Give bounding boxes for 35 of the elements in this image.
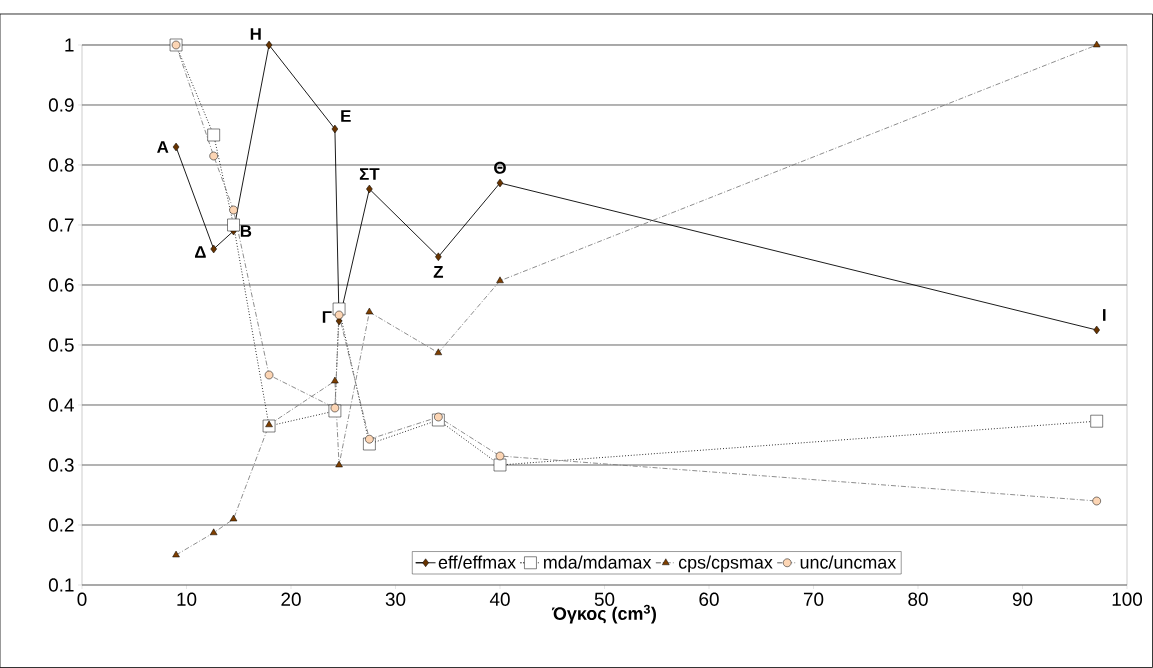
legend-label: eff/effmax [438, 555, 516, 569]
annotation: Θ [494, 161, 506, 174]
y-tick-label: 0.8 [48, 158, 74, 172]
y-tick-label: 0.1 [48, 578, 74, 592]
y-tick-label: 0.6 [48, 278, 74, 292]
x-tick-label: 20 [281, 592, 301, 606]
annotation: Γ [322, 311, 332, 323]
annotation: Η [250, 28, 261, 40]
y-tick-label: 0.7 [48, 218, 74, 232]
annotation: Δ [194, 246, 206, 258]
annotation: Ζ [433, 265, 444, 278]
x-tick-label: 70 [803, 592, 824, 606]
y-tick-label: 1 [65, 38, 74, 52]
x-tick-label: 80 [908, 592, 928, 606]
x-tick-label: 0 [77, 592, 87, 606]
y-tick-label: 0.2 [48, 518, 74, 532]
x-tick-label: 90 [1012, 592, 1033, 606]
legend-label: cps/cpsmax [678, 555, 773, 573]
x-tick-label: 30 [385, 592, 406, 606]
annotation: Α [157, 141, 169, 153]
x-tick-label: 60 [699, 592, 719, 606]
y-tick-label: 0.3 [48, 458, 74, 472]
y-tick-label: 0.9 [48, 98, 74, 112]
x-tick-label: 50 [594, 592, 615, 606]
x-tick-label: 40 [489, 592, 510, 606]
legend-label: unc/uncmax [800, 555, 897, 569]
annotation: ΣΤ [359, 168, 380, 180]
y-tick-label: 0.4 [48, 398, 74, 412]
annotation: Ε [341, 110, 351, 122]
x-tick-label: 10 [177, 592, 197, 606]
x-tick-label: 100 [1112, 592, 1143, 606]
annotation: Ι [1103, 309, 1106, 321]
annotation: Β [240, 225, 252, 237]
legend-label: mda/mdamax [543, 555, 652, 569]
y-tick-label: 0.5 [48, 338, 74, 352]
